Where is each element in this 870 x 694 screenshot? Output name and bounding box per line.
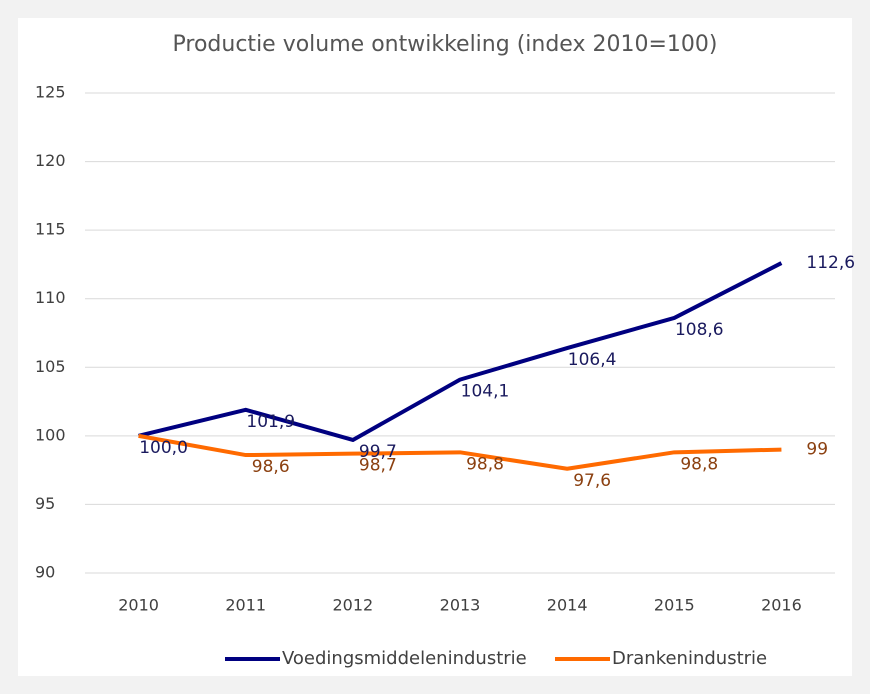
- data-label: 101,9: [246, 412, 295, 432]
- data-label: 98,8: [466, 454, 504, 474]
- data-label: 108,6: [675, 320, 724, 340]
- chart-area: [18, 18, 852, 676]
- data-label: 98,6: [252, 457, 290, 477]
- y-tick-label: 125: [35, 83, 66, 102]
- data-label: 98,7: [359, 456, 397, 476]
- y-tick-label: 120: [35, 151, 66, 170]
- legend-label: Drankenindustrie: [612, 648, 767, 669]
- y-tick-label: 105: [35, 357, 66, 376]
- data-label: 106,4: [568, 350, 617, 370]
- series-line: [138, 433, 782, 471]
- x-tick-label: 2015: [654, 596, 695, 615]
- x-tick-label: 2013: [440, 596, 481, 615]
- data-label: 99: [806, 440, 828, 460]
- x-tick-label: 2012: [332, 596, 373, 615]
- x-tick-label: 2014: [547, 596, 588, 615]
- x-tick-label: 2016: [761, 596, 802, 615]
- data-label: 112,6: [806, 253, 855, 273]
- data-label: 97,6: [573, 471, 611, 491]
- y-tick-label: 110: [35, 288, 66, 307]
- y-tick-label: 100: [35, 425, 66, 444]
- x-tick-label: 2011: [225, 596, 266, 615]
- data-label: 99,7: [359, 442, 397, 462]
- data-label: 100,0: [139, 438, 188, 458]
- y-tick-label: 95: [35, 494, 55, 513]
- y-tick-label: 90: [35, 563, 55, 582]
- legend-label: Voedingsmiddelenindustrie: [282, 648, 527, 669]
- data-label: 98,8: [680, 454, 718, 474]
- chart-title: Productie volume ontwikkeling (index 201…: [173, 32, 718, 57]
- y-tick-label: 115: [35, 220, 66, 239]
- x-tick-label: 2010: [118, 596, 159, 615]
- series-line: [138, 261, 783, 442]
- data-label: 104,1: [461, 382, 510, 402]
